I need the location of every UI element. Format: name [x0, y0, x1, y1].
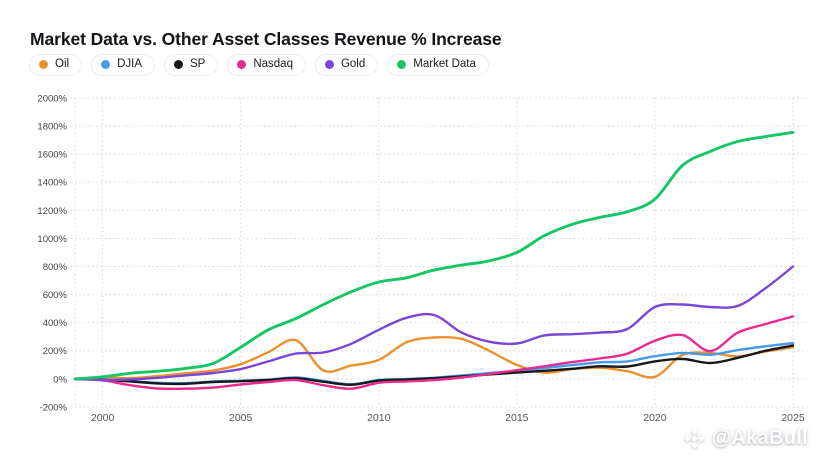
legend-chip-gold[interactable]: Gold [314, 54, 379, 76]
y-tick-label: 1000% [37, 234, 67, 245]
legend-dot [173, 60, 183, 70]
y-tick-label: 800% [43, 262, 68, 273]
y-tick-label: 2000% [37, 93, 67, 104]
chart-title: Market Data vs. Other Asset Classes Reve… [30, 29, 502, 49]
legend-dot [237, 60, 247, 70]
legend-label: Nasdaq [253, 58, 293, 70]
y-tick-label: 200% [43, 346, 68, 357]
legend-chip-djia[interactable]: DJIA [91, 54, 155, 76]
legend-label: Market Data [413, 58, 476, 70]
watermark-handle: @AkaBull [711, 427, 808, 449]
x-tick-label: 2015 [505, 412, 529, 424]
series-line-gold[interactable] [73, 265, 795, 382]
y-tick-label: 400% [43, 318, 68, 329]
series-line-oil[interactable] [73, 335, 795, 381]
legend-dot [101, 60, 111, 70]
y-tick-label: 600% [43, 290, 68, 301]
y-tick-label: 1400% [37, 178, 67, 189]
legend: Oil DJIA SP Nasdaq Gold Market Data [29, 54, 489, 76]
legend-label: DJIA [117, 58, 142, 70]
x-tick-label: 2025 [781, 412, 805, 424]
y-tick-label: 1200% [37, 206, 67, 217]
legend-label: Gold [340, 58, 366, 70]
legend-chip-sp[interactable]: SP [163, 54, 219, 76]
y-tick-label: 1800% [37, 121, 67, 132]
x-tick-label: 2020 [643, 412, 667, 424]
legend-chip-nasdaq[interactable]: Nasdaq [227, 54, 306, 76]
legend-chip-market-data[interactable]: Market Data [387, 54, 489, 76]
y-tick-label: 0% [53, 374, 67, 385]
series-line-nasdaq[interactable] [73, 315, 795, 391]
legend-dot [397, 60, 407, 70]
legend-chip-oil[interactable]: Oil [29, 54, 83, 76]
legend-label: SP [189, 58, 206, 70]
watermark: @AkaBull [682, 426, 808, 451]
y-tick-label: -200% [40, 402, 68, 413]
series-line-sp[interactable] [73, 344, 795, 387]
legend-dot [324, 60, 334, 70]
x-tick-label: 2000 [91, 412, 115, 424]
diamond-logo-icon [684, 428, 705, 449]
y-tick-label: 1600% [37, 150, 67, 161]
legend-label: Oil [55, 58, 70, 70]
x-tick-label: 2010 [367, 412, 391, 424]
x-tick-label: 2005 [229, 412, 253, 424]
series-line-market-data[interactable] [73, 130, 795, 381]
legend-dot [39, 60, 48, 70]
